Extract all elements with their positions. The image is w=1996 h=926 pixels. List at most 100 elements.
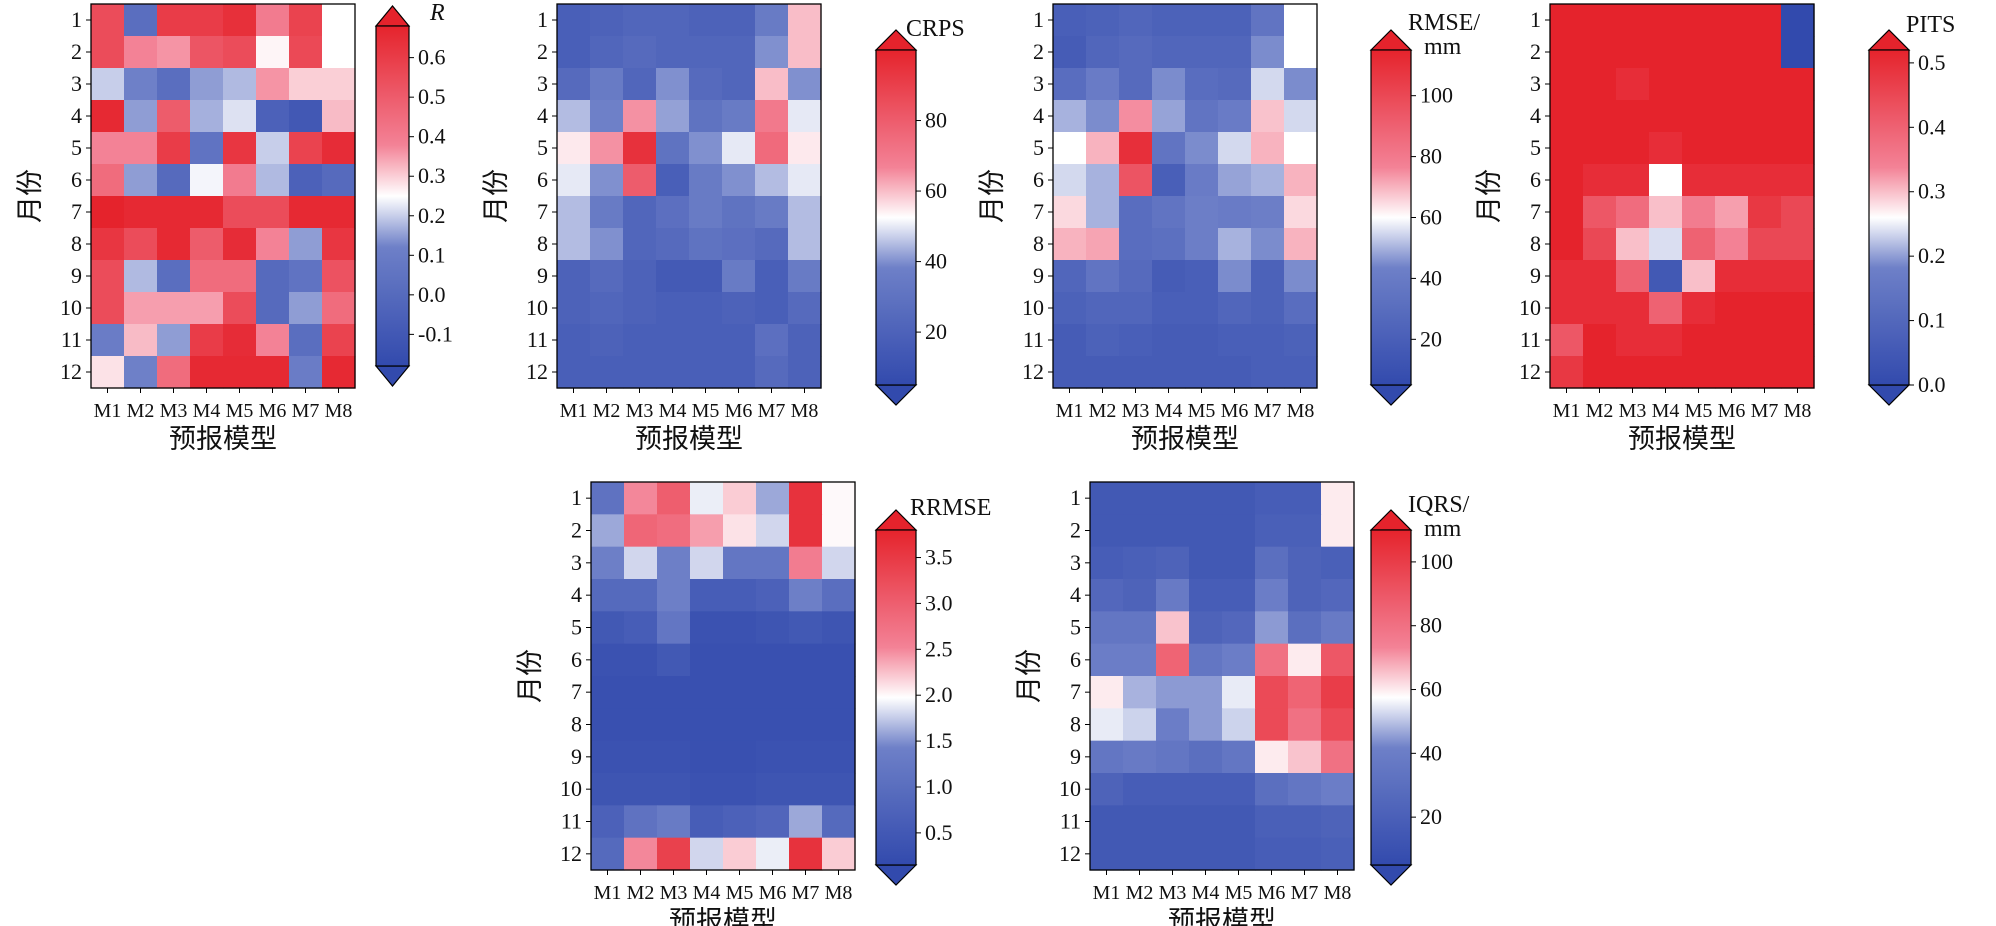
heatmap-cell <box>755 196 789 229</box>
x-axis-label: 预报模型 <box>1628 424 1736 454</box>
heatmap-cell <box>723 708 757 742</box>
colorbar-extend-max <box>1369 29 1413 51</box>
x-tick-label: M6 <box>1258 882 1286 904</box>
heatmap-cell <box>1682 196 1716 229</box>
heatmap-cell <box>1255 773 1289 806</box>
heatmap-cell <box>1288 514 1322 548</box>
heatmap-cell <box>1152 228 1186 261</box>
x-tick-label: M2 <box>627 882 655 904</box>
heatmap-cell <box>1053 196 1087 229</box>
x-tick-label: M8 <box>1784 400 1812 422</box>
heatmap-cell <box>623 228 657 261</box>
heatmap-cell <box>1119 196 1153 229</box>
heatmap-cell <box>1284 228 1318 261</box>
heatmap-cell <box>689 356 723 389</box>
heatmap-cell <box>1119 68 1153 101</box>
y-tick-label: 4 <box>1530 103 1541 128</box>
heatmap-cell <box>256 164 290 197</box>
y-tick-label: 2 <box>71 39 82 64</box>
heatmap-cell <box>157 68 191 101</box>
heatmap-cell <box>1185 68 1219 101</box>
y-tick-label: 9 <box>1033 263 1044 288</box>
heatmap-cell <box>723 611 757 645</box>
heatmap-cell <box>91 100 125 133</box>
y-tick-label: 3 <box>1530 71 1541 96</box>
x-tick-label: M1 <box>1093 882 1121 904</box>
heatmap-cell <box>223 292 257 325</box>
heatmap-cell <box>256 132 290 165</box>
y-tick-label: 9 <box>71 263 82 288</box>
heatmap-cell <box>1156 837 1190 871</box>
heatmap-cell <box>1218 260 1252 293</box>
heatmap-cell <box>788 100 822 133</box>
heatmap-cell <box>1053 36 1087 69</box>
heatmap-cell <box>1284 292 1318 325</box>
heatmap-cell <box>1119 4 1153 37</box>
heatmap-cell <box>1616 324 1650 357</box>
heatmap-cell <box>157 100 191 133</box>
heatmap-cell <box>1682 68 1716 101</box>
heatmap-cell <box>722 100 756 133</box>
heatmap-cell <box>656 324 690 357</box>
heatmap-cell <box>1123 579 1157 612</box>
heatmap-cell <box>788 164 822 197</box>
heatmap-cell <box>190 68 224 101</box>
y-tick-label: 1 <box>1033 7 1044 32</box>
heatmap-cell <box>1222 805 1256 839</box>
x-tick-label: M7 <box>1751 400 1779 422</box>
heatmap-cell <box>591 773 625 806</box>
heatmap-cell <box>722 196 756 229</box>
heatmap-cell <box>1251 164 1285 197</box>
heatmap-cell <box>1053 228 1087 261</box>
heatmap-cell <box>1649 260 1683 293</box>
y-axis-label: 月份 <box>15 169 45 223</box>
heatmap-cell <box>1123 611 1157 645</box>
colorbar-gradient <box>1868 49 1910 386</box>
y-tick-label: 6 <box>1070 647 1081 672</box>
heatmap-cell <box>1090 773 1124 806</box>
heatmap-cell <box>1185 292 1219 325</box>
heatmap-cell <box>689 36 723 69</box>
heatmap-cell <box>157 292 191 325</box>
heatmap-cell <box>657 482 691 515</box>
x-tick-label: M6 <box>759 882 787 904</box>
y-tick-label: 4 <box>1070 582 1081 607</box>
heatmap-cell <box>722 68 756 101</box>
heatmap-cell <box>788 260 822 293</box>
heatmap-cell <box>1682 164 1716 197</box>
heatmap-cell <box>1189 805 1223 839</box>
heatmap-cell <box>1715 4 1749 37</box>
heatmap-cell <box>157 164 191 197</box>
heatmap-cell <box>1284 4 1318 37</box>
heatmap-cell <box>124 324 158 357</box>
heatmap-cell <box>656 228 690 261</box>
heatmap-cell <box>623 4 657 37</box>
heatmap-cell <box>1583 132 1617 165</box>
heatmap-cell <box>756 643 790 677</box>
heatmap-cell <box>557 196 591 229</box>
heatmap-cell <box>1218 196 1252 229</box>
heatmap-cell <box>1616 196 1650 229</box>
heatmap-cell <box>590 36 624 69</box>
heatmap-cell <box>1583 196 1617 229</box>
colorbar-tick-label: 0.5 <box>925 820 953 845</box>
colorbar-tick-label: 20 <box>1420 804 1442 829</box>
colorbar: 20 40 60 80 100 RMSE/mm <box>1369 10 1480 406</box>
heatmap-cell <box>1682 260 1716 293</box>
heatmap-cell <box>1189 643 1223 677</box>
heatmap-cell <box>1251 100 1285 133</box>
heatmap-cell <box>1156 773 1190 806</box>
heatmap-cell <box>1119 228 1153 261</box>
heatmap-cell <box>1550 196 1584 229</box>
heatmap-cell <box>1218 36 1252 69</box>
heatmap-cell <box>322 4 356 37</box>
y-tick-label: 1 <box>1070 485 1081 510</box>
colorbar-gradient <box>1370 529 1412 866</box>
y-tick-label: 8 <box>71 231 82 256</box>
colorbar-tick-label: 0.6 <box>418 45 446 70</box>
heatmap-cell <box>624 514 658 548</box>
heatmap-cell <box>223 356 257 389</box>
heatmap-cell <box>1185 228 1219 261</box>
heatmap-cell <box>1189 579 1223 612</box>
heatmap-cell <box>756 546 790 580</box>
